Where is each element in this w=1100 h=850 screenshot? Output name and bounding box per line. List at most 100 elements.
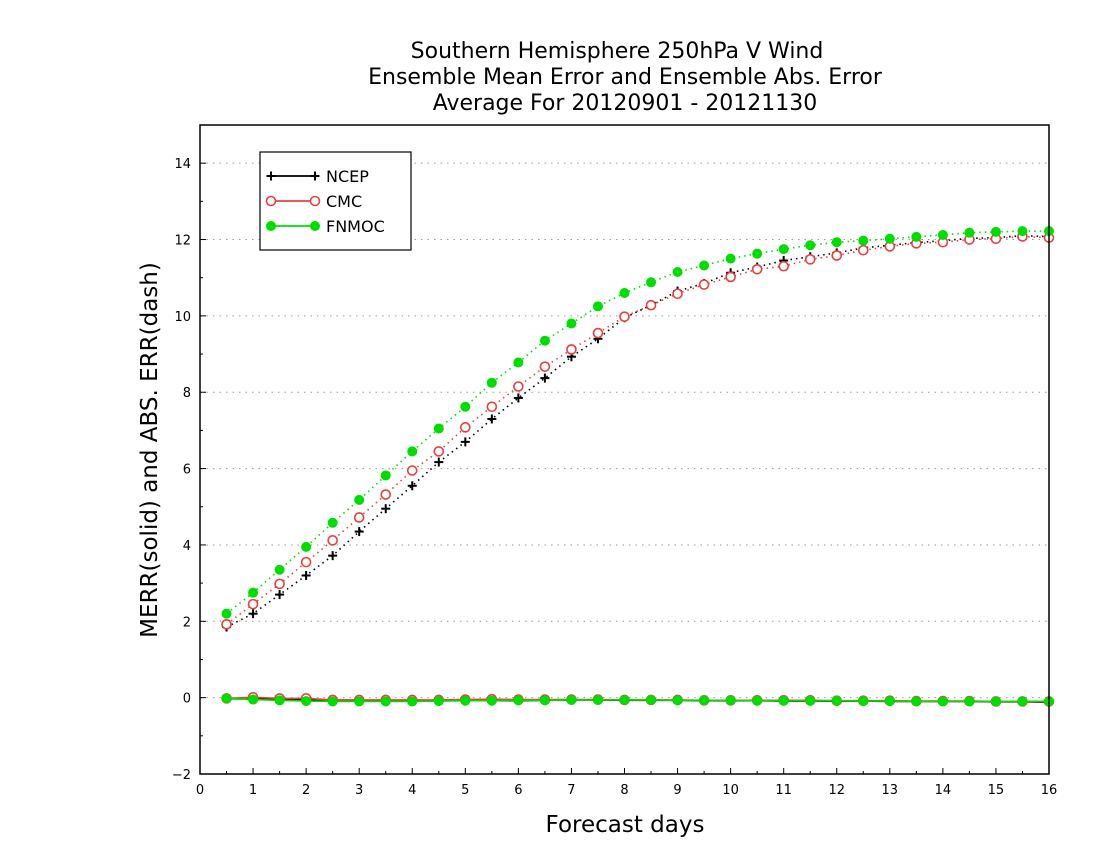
x-tick-label: 4 [408, 783, 416, 798]
fnmoc-abs-err-point [699, 260, 710, 271]
cmc-abs-err-point [380, 489, 392, 500]
cmc-abs-err-point [619, 311, 630, 322]
fnmoc-mean-err-point [937, 696, 948, 707]
y-tick-label: −2 [172, 768, 191, 783]
y-tick-label: 2 [183, 615, 191, 630]
fnmoc-mean-err-point [964, 696, 975, 707]
x-axis-ticks: 0 1 2 3 4 5 6 7 8 9 10 11 12 13 14 15 16 [196, 768, 1057, 798]
fnmoc-mean-err-point [248, 694, 259, 705]
fnmoc-mean-err-point [592, 694, 603, 705]
fnmoc-mean-err-point [646, 694, 657, 705]
legend-marker-fnmoc [266, 221, 276, 231]
fnmoc-abs-err-point [354, 494, 365, 505]
fnmoc-abs-err-point [301, 541, 312, 552]
fnmoc-abs-err-point [221, 608, 232, 619]
fnmoc-mean-err-point [752, 695, 763, 706]
x-tick-label: 13 [882, 783, 899, 798]
fnmoc-mean-err-point [221, 693, 232, 704]
fnmoc-mean-err-point [911, 696, 922, 707]
legend: NCEP CMC FNMOC [259, 151, 412, 251]
fnmoc-abs-err-point [248, 587, 259, 598]
ncep-abs-err-point [434, 457, 444, 467]
y-axis-ticks: −2 0 2 4 6 8 10 12 14 [172, 157, 206, 783]
x-axis-label: Forecast days [546, 812, 705, 838]
fnmoc-mean-err-point [460, 695, 471, 706]
fnmoc-abs-err-point [911, 231, 922, 242]
fnmoc-mean-err-point [566, 694, 577, 705]
fnmoc-mean-err-point [274, 695, 285, 706]
legend-marker-cmc [265, 195, 277, 207]
cmc-abs-err-point [778, 260, 789, 272]
legend-label-fnmoc: FNMOC [326, 217, 385, 236]
fnmoc-abs-err-point [805, 240, 816, 251]
fnmoc-mean-err-point [486, 695, 497, 706]
x-tick-label: 16 [1041, 783, 1058, 798]
fnmoc-abs-err-point [858, 235, 869, 246]
ncep-abs-err-point [328, 551, 338, 561]
y-tick-label: 10 [174, 310, 191, 325]
cmc-abs-err-point [460, 422, 471, 433]
x-tick-label: 0 [196, 783, 204, 798]
cmc-abs-err-point [327, 535, 338, 546]
y-tick-label: 12 [174, 234, 191, 249]
ncep-abs-err-point [248, 609, 258, 619]
legend-marker-ncep [266, 171, 276, 181]
ncep-abs-err-point [460, 437, 470, 447]
fnmoc-mean-err-point [884, 696, 895, 707]
fnmoc-abs-err-point [274, 564, 285, 575]
fnmoc-mean-err-point [380, 696, 391, 707]
fnmoc-abs-err-line [226, 230, 1049, 615]
fnmoc-abs-err-point [990, 226, 1001, 237]
y-axis-label: MERR(solid) and ABS. ERR(dash) [137, 262, 163, 638]
fnmoc-abs-err-point [592, 301, 603, 312]
cmc-abs-err-point [221, 619, 232, 630]
legend-marker-cmc [309, 195, 321, 207]
x-tick-label: 14 [935, 783, 952, 798]
fnmoc-abs-err-point [566, 318, 577, 329]
y-tick-label: 14 [174, 157, 191, 172]
fnmoc-mean-err-point [699, 695, 710, 706]
fnmoc-mean-err-point [805, 695, 816, 706]
cmc-abs-err-point [433, 446, 445, 457]
chart-title-line-3: Average For 20120901 - 20121130 [433, 91, 818, 116]
y-tick-label: 0 [183, 692, 191, 707]
x-tick-label: 11 [775, 783, 792, 798]
fnmoc-mean-err-point [990, 696, 1001, 707]
fnmoc-abs-err-point [964, 227, 975, 238]
fnmoc-mean-err-point [407, 696, 418, 707]
chart-title: Southern Hemisphere 250hPa V Wind Ensemb… [368, 39, 883, 116]
cmc-abs-err-point [751, 264, 763, 275]
fnmoc-abs-err-point [327, 517, 338, 528]
cmc-abs-err-point [672, 288, 683, 300]
x-tick-label: 1 [249, 783, 257, 798]
fnmoc-abs-err-point [433, 423, 444, 434]
cmc-abs-err-point [698, 279, 710, 290]
x-tick-label: 3 [355, 783, 363, 798]
cmc-abs-err-point [247, 598, 259, 610]
cmc-abs-err-point [831, 250, 843, 261]
chart-title-line-1: Southern Hemisphere 250hPa V Wind [411, 39, 824, 64]
fnmoc-abs-err-point [646, 277, 657, 288]
fnmoc-mean-err-point [513, 695, 524, 706]
ncep-abs-err-point [354, 527, 364, 537]
fnmoc-abs-err-point [486, 377, 497, 388]
fnmoc-mean-err-point [301, 696, 312, 707]
fnmoc-mean-err-point [433, 696, 444, 707]
series-area [221, 226, 1055, 707]
fnmoc-abs-err-point [884, 233, 895, 244]
legend-marker-fnmoc [310, 221, 320, 231]
ncep-abs-err-point [407, 481, 417, 491]
fnmoc-mean-err-point [327, 696, 338, 707]
fnmoc-mean-err-point [778, 695, 789, 706]
y-tick-label: 8 [183, 386, 191, 401]
cmc-abs-err-point [353, 512, 365, 523]
ncep-abs-err-point [540, 373, 550, 383]
fnmoc-abs-err-point [672, 266, 683, 277]
fnmoc-abs-err-point [937, 229, 948, 240]
cmc-abs-err-point [804, 254, 816, 265]
legend-label-ncep: NCEP [326, 167, 369, 186]
fnmoc-abs-err-point [725, 253, 736, 264]
cmc-abs-err-point [486, 401, 498, 413]
fnmoc-mean-err-point [619, 694, 630, 705]
cmc-abs-err-point [857, 244, 869, 256]
